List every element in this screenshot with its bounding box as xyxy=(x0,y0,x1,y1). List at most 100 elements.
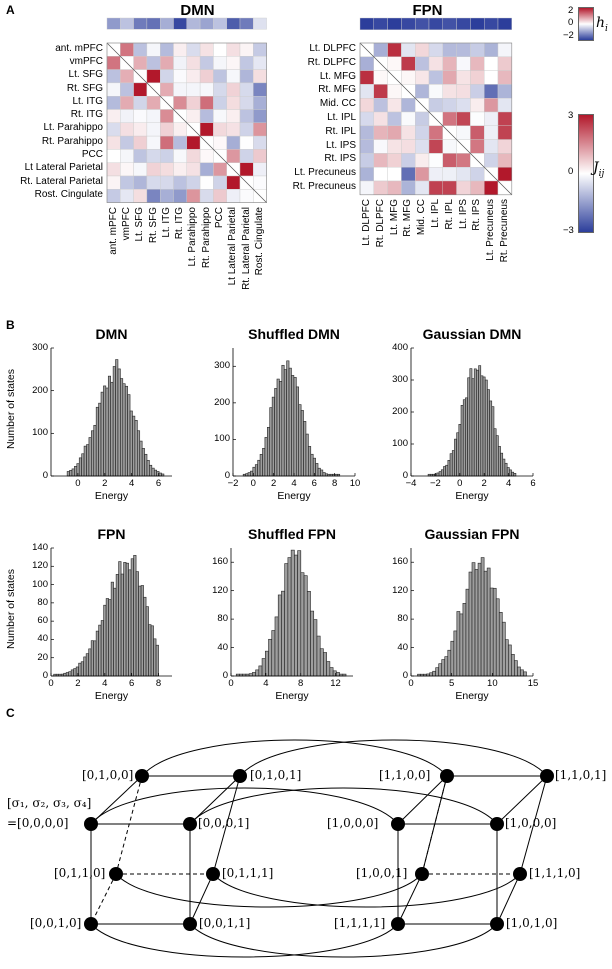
fpn-row-label: Lt. IPL xyxy=(327,111,356,123)
node-label: [1,0,1,0] xyxy=(506,916,558,930)
graph-node xyxy=(490,817,504,831)
hist-xlabel: Energy xyxy=(94,490,129,502)
y-tick-label: 120 xyxy=(32,560,48,572)
histogram xyxy=(410,347,534,477)
y-tick-label: 40 xyxy=(397,641,408,653)
graph-node xyxy=(84,817,98,831)
fpn-matrix-border xyxy=(359,42,513,196)
x-tick-label: 2 xyxy=(481,478,487,489)
hist-xlabel: Energy xyxy=(275,690,309,702)
J-colorbar-tick-mid: 0 xyxy=(568,166,574,177)
fpn-title: FPN xyxy=(412,2,443,19)
node-label: [0,1,0,1] xyxy=(250,768,302,782)
y-tick-label: 0 xyxy=(224,470,230,481)
node-label: [0,1,1,0] xyxy=(54,866,106,880)
histogram xyxy=(230,548,353,677)
dmn-row-label: Rost. Cingulate xyxy=(34,188,103,200)
x-tick-label: 4 xyxy=(505,478,512,489)
node-label: [0,1,1,1] xyxy=(222,866,274,880)
h-colorbar-tick-top: 2 xyxy=(568,5,574,16)
graph-arc xyxy=(90,787,399,825)
x-tick-label: 5 xyxy=(449,678,455,689)
graph-node xyxy=(233,769,247,783)
fpn-row-label: Lt. DLPFC xyxy=(309,42,356,54)
fpn-row-label: Lt. MFG xyxy=(319,70,356,82)
fpn-row-label: Rt. Precuneus xyxy=(292,180,356,192)
x-tick-label: 2 xyxy=(271,478,277,489)
graph-node xyxy=(183,917,197,931)
graph-edge xyxy=(189,873,214,925)
hist-xlabel: Energy xyxy=(277,490,311,502)
node-label-origin: =[0,0,0,0] xyxy=(7,816,69,830)
y-tick-label: 0 xyxy=(222,670,228,681)
hist-title: Shuffled FPN xyxy=(248,526,336,542)
graph-node xyxy=(109,867,123,881)
hist-title: DMN xyxy=(95,326,128,342)
node-label: [0,0,0,1] xyxy=(198,816,250,830)
histogram xyxy=(410,548,534,677)
y-tick-label: 80 xyxy=(217,613,228,625)
fpn-row-label: Rt. DLPFC xyxy=(307,56,356,68)
y-tick-label: 200 xyxy=(392,406,408,417)
fpn-h-cell xyxy=(497,17,513,31)
x-tick-label: 0 xyxy=(457,478,463,489)
dmn-row-label: vmPFC xyxy=(69,55,103,67)
panel-label-c: C xyxy=(6,706,15,720)
fpn-row-label: Mid. CC xyxy=(319,98,356,110)
y-tick-label: 0 xyxy=(42,470,48,481)
J-colorbar xyxy=(578,114,594,233)
y-tick-label: 120 xyxy=(392,584,408,596)
graph-node xyxy=(490,917,504,931)
fpn-row-label: Rt. MFG xyxy=(318,84,356,96)
hist-xlabel: Energy xyxy=(455,690,489,702)
hist-title: Gaussian FPN xyxy=(424,526,520,542)
sigma-label: [σ₁, σ₂, σ₃, σ₄] xyxy=(7,796,92,810)
histogram xyxy=(50,347,172,477)
graph-edge-hidden xyxy=(115,775,143,875)
graph-arc xyxy=(239,739,548,777)
heatmaps-svg xyxy=(106,17,513,203)
node-label: [0,0,1,1] xyxy=(199,916,251,930)
h-colorbar xyxy=(578,7,594,41)
dmn-row-label: Lt. SFG xyxy=(68,69,103,81)
h-colorbar-tick-bottom: −2 xyxy=(563,30,574,41)
y-tick-label: 300 xyxy=(392,374,408,385)
x-tick-label: 0 xyxy=(228,678,234,689)
node-label: [1,1,1,0] xyxy=(529,866,581,880)
graph-edge xyxy=(397,775,448,825)
dmn-row-label: Lt. ITG xyxy=(72,95,103,107)
node-label: [1,0,0,0] xyxy=(327,816,379,830)
x-tick-label: 6 xyxy=(311,478,317,489)
graph-edge xyxy=(212,775,241,875)
dmn-row-label: Rt. Parahippo xyxy=(41,135,103,147)
x-tick-label: −4 xyxy=(405,478,417,489)
y-tick-label: 60 xyxy=(37,615,48,627)
x-tick-label: 8 xyxy=(298,678,304,689)
y-tick-label: 200 xyxy=(214,396,230,408)
J-colorbar-tick-top: 3 xyxy=(568,110,574,121)
graph-node xyxy=(84,917,98,931)
node-label: [0,1,0,0] xyxy=(82,768,134,782)
graph-arc xyxy=(212,873,521,908)
y-tick-label: 300 xyxy=(214,360,230,372)
x-tick-label: 6 xyxy=(530,478,536,489)
dmn-title: DMN xyxy=(180,2,215,19)
y-tick-label: 20 xyxy=(37,651,48,663)
fpn-row-label: Rt. IPL xyxy=(325,125,356,137)
panel-label-a: A xyxy=(6,3,15,17)
y-tick-label: 120 xyxy=(212,584,228,596)
graph-arc xyxy=(189,787,498,825)
graph-node xyxy=(440,769,454,783)
graph-node xyxy=(513,867,527,881)
dmn-row-label: Rt. ITG xyxy=(70,109,103,121)
graph-edge xyxy=(397,873,423,925)
graph-node xyxy=(540,769,554,783)
histogram xyxy=(232,348,356,477)
x-tick-label: 15 xyxy=(527,678,539,689)
x-tick-label: 10 xyxy=(349,478,361,489)
graph-edge-hidden xyxy=(421,775,448,875)
node-label: [1,1,1,1] xyxy=(334,916,386,930)
dmn-row-label: Lt Lateral Parietal xyxy=(24,162,103,174)
h-colorbar-tick-mid: 0 xyxy=(568,17,574,28)
graph-node xyxy=(391,817,405,831)
